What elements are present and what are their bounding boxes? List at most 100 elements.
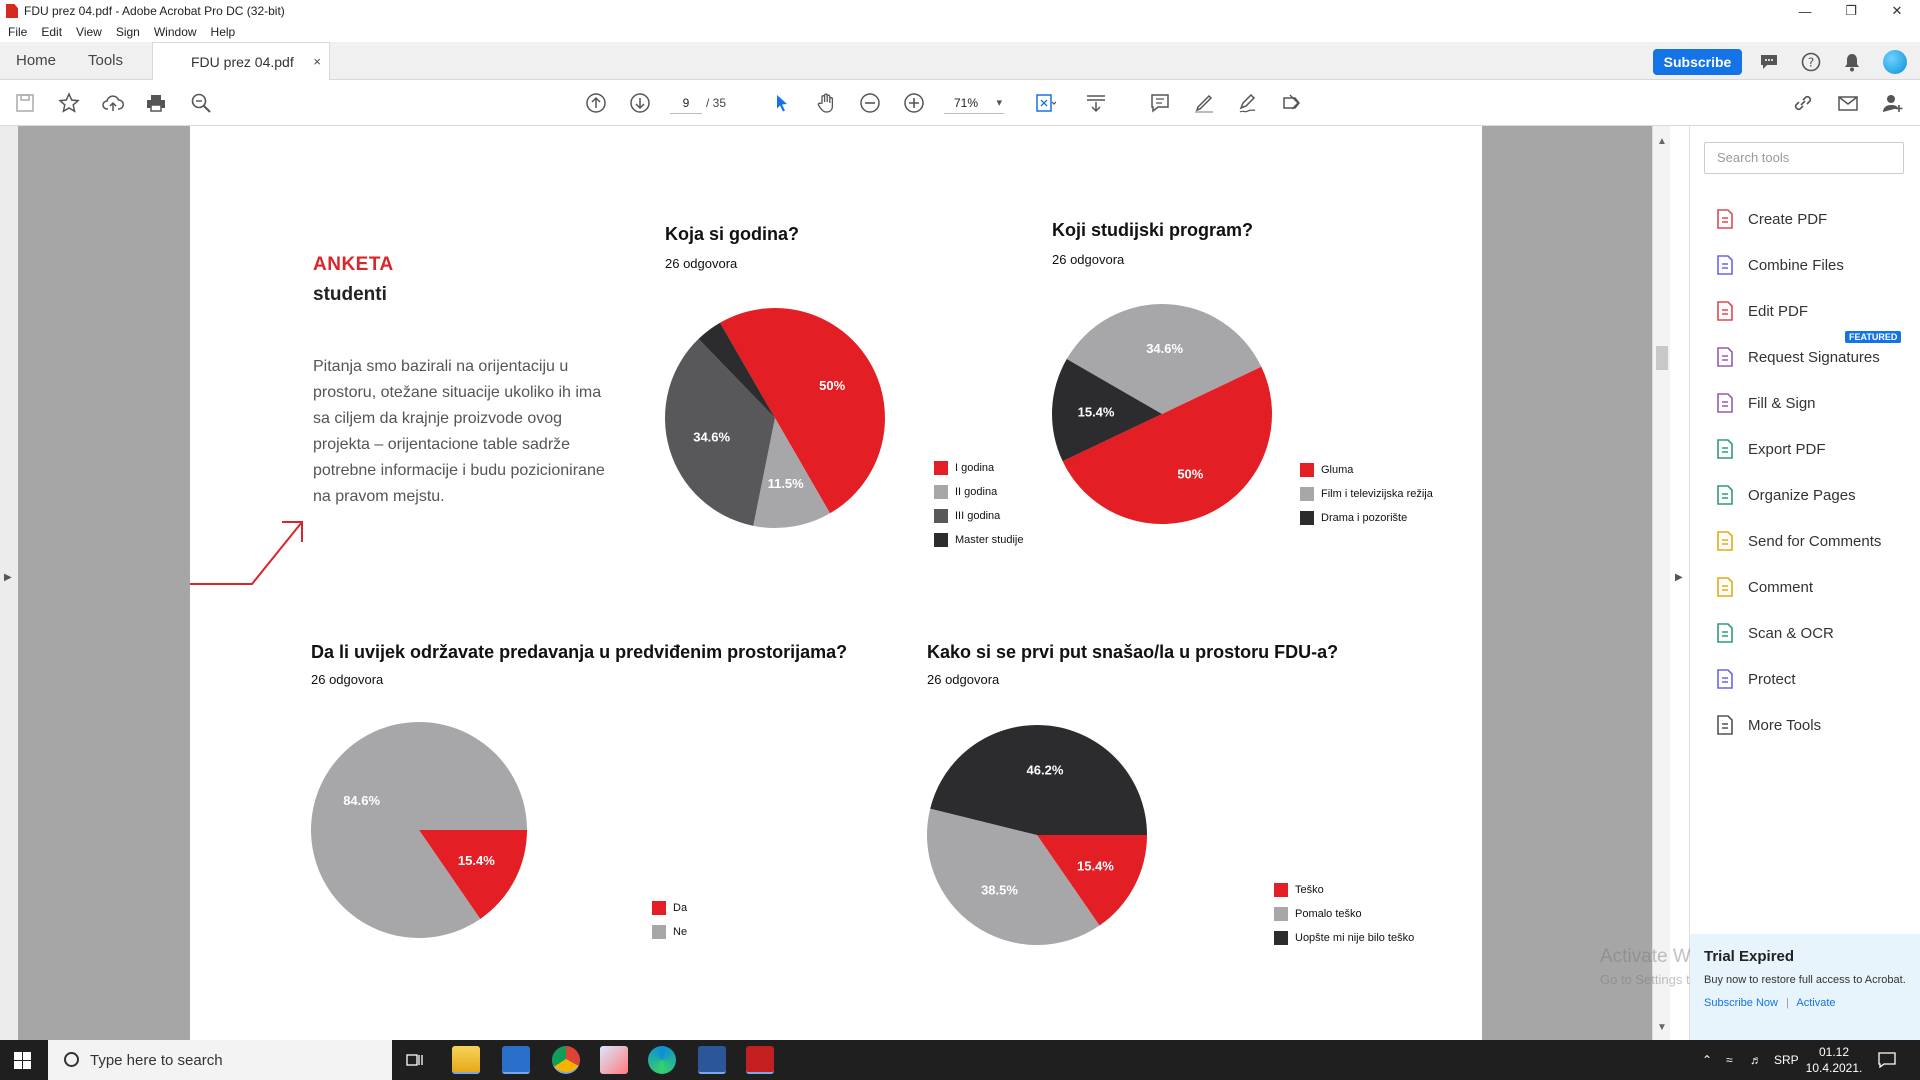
zoom-level-select[interactable]: 71% (944, 92, 1004, 114)
close-window-button[interactable]: ✕ (1891, 3, 1903, 18)
tool-scan-ocr[interactable]: Scan & OCR (1714, 618, 1834, 648)
tool-edit-pdf[interactable]: Edit PDF (1714, 296, 1808, 326)
tool-request-signatures[interactable]: Request Signatures (1714, 342, 1880, 372)
tray-chevron-icon[interactable]: ⌃ (1702, 1053, 1713, 1067)
save-icon[interactable] (12, 90, 38, 116)
user-avatar[interactable] (1883, 50, 1907, 74)
expand-left-icon[interactable]: ▶ (4, 572, 12, 583)
tab-document[interactable]: FDU prez 04.pdf × (152, 42, 330, 81)
chat-icon[interactable] (1758, 51, 1780, 73)
tool-label: Request Signatures (1748, 348, 1880, 366)
legend-label: I godina (955, 462, 995, 474)
menu-edit[interactable]: Edit (41, 25, 63, 39)
maximize-button[interactable]: ❐ (1845, 3, 1857, 18)
word-icon[interactable] (698, 1046, 726, 1074)
zoom-in-icon[interactable] (901, 90, 927, 116)
legend-label: Da (673, 902, 688, 914)
chart1-pie: 50% 11.5% 34.6% (665, 308, 885, 528)
featured-badge: FEATURED (1845, 331, 1902, 343)
acrobat-taskbar-icon[interactable] (746, 1046, 774, 1074)
highlight-pen-icon[interactable] (1191, 90, 1217, 116)
minimize-button[interactable]: — (1798, 3, 1812, 19)
fill-sign-icon[interactable] (1279, 90, 1305, 116)
legend-label: Master studije (955, 534, 1024, 546)
main-toolbar: 9 / 35 71% (0, 80, 1920, 126)
right-pane-toggle[interactable]: ▶ (1670, 126, 1690, 1040)
tool-organize-pages[interactable]: Organize Pages (1714, 480, 1856, 510)
language-indicator[interactable]: SRP (1774, 1053, 1799, 1067)
collapse-right-icon[interactable]: ▶ (1675, 572, 1683, 583)
subscribe-button[interactable]: Subscribe (1653, 49, 1742, 75)
page-number-input[interactable]: 9 (670, 92, 702, 114)
sign-pen-icon[interactable] (1235, 90, 1261, 116)
tool-protect[interactable]: Protect (1714, 664, 1796, 694)
share-link-icon[interactable] (1790, 90, 1816, 116)
calculator-icon[interactable] (502, 1046, 530, 1074)
tool-comment[interactable]: Comment (1714, 572, 1813, 602)
previous-page-icon[interactable] (583, 90, 609, 116)
photos-app-icon[interactable] (600, 1046, 628, 1074)
hand-tool-icon[interactable] (813, 90, 839, 116)
edge-icon[interactable] (648, 1046, 676, 1074)
legend-item: Master studije (934, 528, 1023, 552)
trial-title: Trial Expired (1704, 948, 1795, 965)
tool-label: Edit PDF (1748, 302, 1809, 320)
volume-icon[interactable]: ♬ (1750, 1053, 1762, 1067)
windows-start-icon[interactable] (14, 1052, 31, 1069)
tool-label: Scan & OCR (1748, 624, 1834, 642)
legend-swatch (1300, 487, 1314, 501)
next-page-icon[interactable] (627, 90, 653, 116)
tab-tools[interactable]: Tools (88, 52, 124, 69)
close-tab-icon[interactable]: × (313, 54, 321, 69)
print-icon[interactable] (143, 90, 169, 116)
notifications-bell-icon[interactable] (1841, 51, 1863, 73)
tool-fill-sign[interactable]: Fill & Sign (1714, 388, 1816, 418)
legend-swatch (934, 461, 948, 475)
action-center-icon[interactable] (1878, 1052, 1896, 1068)
select-cursor-icon[interactable] (769, 90, 795, 116)
comment-icon[interactable] (1147, 90, 1173, 116)
scroll-mode-icon[interactable] (1083, 90, 1109, 116)
add-user-icon[interactable] (1880, 90, 1906, 116)
legend-swatch (934, 509, 948, 523)
menu-help[interactable]: Help (210, 25, 236, 39)
menu-sign[interactable]: Sign (115, 25, 140, 39)
menu-view[interactable]: View (76, 25, 102, 39)
pie-slice-1-1 (720, 308, 885, 514)
email-icon[interactable] (1835, 90, 1861, 116)
chrome-icon[interactable] (552, 1046, 580, 1074)
tool-create-pdf[interactable]: Create PDF (1714, 204, 1827, 234)
left-pane-toggle[interactable]: ▶ (0, 126, 18, 1040)
scroll-up-icon[interactable]: ▲ (1657, 136, 1667, 147)
scroll-down-icon[interactable]: ▼ (1657, 1022, 1667, 1033)
file-explorer-icon[interactable] (452, 1046, 480, 1074)
pie-slice-2-1 (1062, 366, 1272, 524)
taskbar-clock[interactable]: 01.12 10.4.2021. (1795, 1044, 1873, 1076)
bookmark-star-icon[interactable] (56, 90, 82, 116)
upload-cloud-icon[interactable] (100, 90, 126, 116)
help-icon[interactable]: ? (1800, 51, 1822, 73)
chart4-subtitle: 26 odgovora (927, 672, 1000, 687)
tool-combine-files[interactable]: Combine Files (1714, 250, 1844, 280)
activate-link[interactable]: Activate (1796, 997, 1836, 1009)
pie-label-3-1: 15.4% (458, 853, 495, 868)
find-zoom-icon[interactable] (188, 90, 214, 116)
menu-file[interactable]: File (8, 25, 28, 39)
subscribe-now-link[interactable]: Subscribe Now (1704, 997, 1778, 1009)
trial-separator: | (1786, 997, 1789, 1009)
legend-item: Ne (652, 920, 687, 944)
search-tools-input[interactable]: Search tools (1704, 142, 1904, 174)
fit-page-icon[interactable] (1032, 90, 1058, 116)
tab-home[interactable]: Home (16, 52, 57, 69)
network-icon[interactable]: ≈ (1726, 1053, 1733, 1067)
zoom-out-icon[interactable] (857, 90, 883, 116)
menu-window[interactable]: Window (153, 25, 197, 39)
tool-send-for-comments[interactable]: Send for Comments (1714, 526, 1881, 556)
tool-export-pdf[interactable]: Export PDF (1714, 434, 1826, 464)
scrollbar-thumb[interactable] (1656, 346, 1668, 370)
tool-label: Fill & Sign (1748, 394, 1816, 412)
vertical-scrollbar[interactable]: ▲ ▼ (1652, 126, 1670, 1040)
tool-more-tools[interactable]: More Tools (1714, 710, 1821, 740)
task-view-icon[interactable] (406, 1052, 424, 1068)
taskbar-search-input[interactable]: Type here to search (48, 1040, 392, 1080)
